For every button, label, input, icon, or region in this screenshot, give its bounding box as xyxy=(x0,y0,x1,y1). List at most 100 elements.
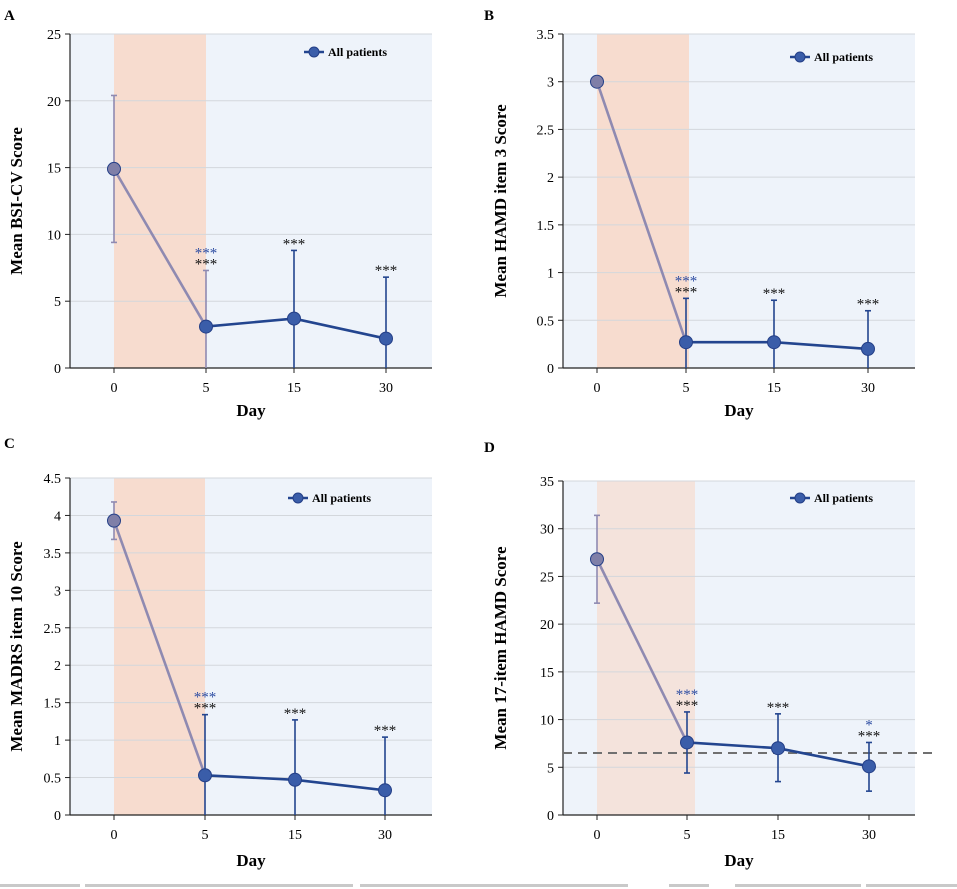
treatment-shade xyxy=(114,34,206,368)
data-point xyxy=(862,759,876,774)
panel-letter: C xyxy=(4,436,15,452)
data-point xyxy=(379,331,393,346)
x-tick-label: 5 xyxy=(203,381,210,396)
significance-label-vs-day5: *** xyxy=(194,690,217,706)
y-tick-label: 0 xyxy=(54,362,61,377)
y-tick-label: 5 xyxy=(547,761,554,776)
y-tick-label: 15 xyxy=(540,666,554,681)
bottom-rule xyxy=(669,884,709,887)
x-tick-label: 15 xyxy=(288,828,302,843)
y-tick-label: 2 xyxy=(547,171,554,186)
legend-marker xyxy=(794,492,806,504)
legend-label: All patients xyxy=(328,45,387,59)
x-tick-label: 15 xyxy=(767,381,781,396)
x-tick-label: 30 xyxy=(379,381,393,396)
y-tick-label: 0 xyxy=(547,362,554,377)
data-point xyxy=(288,772,302,787)
panel-letter: D xyxy=(484,440,495,456)
data-point xyxy=(590,552,604,567)
significance-label: *** xyxy=(858,728,881,744)
series-line-segment xyxy=(595,558,689,744)
x-tick-label: 5 xyxy=(683,381,690,396)
panel-letter: B xyxy=(484,8,494,24)
y-tick-label: 15 xyxy=(47,162,61,177)
y-tick-label: 1.5 xyxy=(537,219,555,234)
x-tick-label: 30 xyxy=(862,828,876,843)
y-tick-label: 25 xyxy=(540,570,554,585)
legend-marker xyxy=(292,492,304,504)
significance-label: *** xyxy=(284,706,307,722)
y-tick-label: 10 xyxy=(540,714,554,729)
y-axis-title: Mean BSI-CV Score xyxy=(7,127,26,275)
data-point xyxy=(680,735,694,750)
x-tick-label: 0 xyxy=(111,381,118,396)
y-tick-label: 20 xyxy=(540,618,554,633)
y-tick-label: 10 xyxy=(47,228,61,243)
data-point xyxy=(679,335,693,350)
y-tick-label: 5 xyxy=(54,295,61,310)
y-tick-label: 0 xyxy=(547,809,554,824)
panel-letter: A xyxy=(4,8,15,24)
x-tick-label: 5 xyxy=(684,828,691,843)
y-tick-label: 0.5 xyxy=(537,314,555,329)
data-point xyxy=(378,783,392,798)
y-tick-label: 25 xyxy=(47,28,61,43)
treatment-shade xyxy=(597,481,695,815)
y-tick-label: 3 xyxy=(54,584,61,599)
x-tick-label: 0 xyxy=(111,828,118,843)
x-tick-label: 15 xyxy=(771,828,785,843)
data-point xyxy=(767,335,781,350)
legend-label: All patients xyxy=(312,491,371,505)
data-point xyxy=(590,74,604,89)
series-line-segment xyxy=(112,520,207,776)
y-tick-label: 1 xyxy=(547,267,554,282)
significance-label: *** xyxy=(194,701,217,717)
bottom-rule xyxy=(735,884,861,887)
significance-label-vs-day5: *** xyxy=(195,245,218,261)
chart-panel-c: 00.511.522.533.544.50 5 15 30************Al… xyxy=(4,436,432,870)
significance-label: *** xyxy=(857,297,880,313)
y-tick-label: 2.5 xyxy=(44,622,62,637)
significance-label-vs-day5: * xyxy=(865,717,873,733)
significance-label-vs-day5: *** xyxy=(675,273,698,289)
y-tick-label: 3 xyxy=(547,76,554,91)
data-point xyxy=(107,513,121,528)
significance-label: *** xyxy=(675,284,698,300)
y-tick-label: 3.5 xyxy=(44,547,62,562)
legend-marker xyxy=(794,51,806,63)
series-line-segment xyxy=(595,81,688,343)
x-axis-title: Day xyxy=(236,401,266,420)
legend-label: All patients xyxy=(814,491,873,505)
y-tick-label: 30 xyxy=(540,523,554,538)
y-axis-title: Mean 17-item HAMD Score xyxy=(491,546,510,750)
y-tick-label: 4.5 xyxy=(44,472,62,487)
legend-marker xyxy=(308,46,320,58)
y-tick-label: 4 xyxy=(54,509,61,524)
y-tick-label: 20 xyxy=(47,95,61,110)
bottom-rule xyxy=(85,884,353,887)
y-tick-label: 2 xyxy=(54,659,61,674)
y-axis-title: Mean MADRS item 10 Score xyxy=(7,541,26,752)
significance-label: *** xyxy=(763,286,786,302)
significance-label: *** xyxy=(676,698,699,714)
data-point xyxy=(861,341,875,356)
significance-label: *** xyxy=(374,723,397,739)
significance-label: *** xyxy=(195,256,218,272)
treatment-shade xyxy=(597,34,689,368)
significance-label: *** xyxy=(283,236,306,252)
data-point xyxy=(771,741,785,756)
data-point xyxy=(287,311,301,326)
data-point xyxy=(199,319,213,334)
x-tick-label: 0 xyxy=(594,828,601,843)
x-tick-label: 15 xyxy=(287,381,301,396)
x-axis-title: Day xyxy=(724,851,754,870)
x-tick-label: 5 xyxy=(202,828,209,843)
series-line-segment xyxy=(112,168,208,328)
y-tick-label: 35 xyxy=(540,475,554,490)
bottom-rule xyxy=(0,884,80,887)
x-tick-label: 30 xyxy=(861,381,875,396)
y-tick-label: 1.5 xyxy=(44,697,62,712)
